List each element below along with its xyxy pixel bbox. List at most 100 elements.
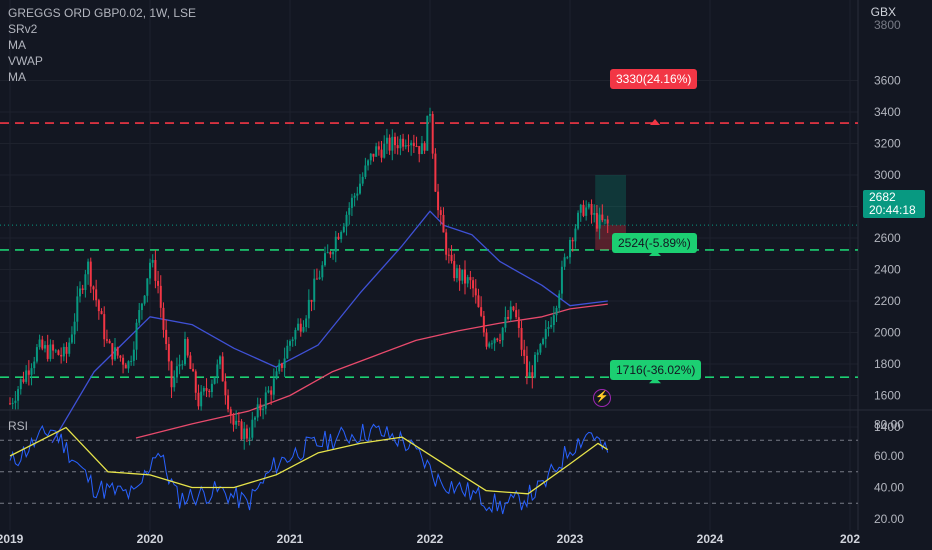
candle-body (189, 355, 192, 369)
candle-body (229, 409, 232, 416)
candle-body (523, 349, 526, 356)
candle-body (359, 183, 361, 194)
price-tick-label: 2600 (874, 231, 901, 245)
rsi-tick-label: 80.00 (874, 418, 904, 432)
candle-body (251, 419, 254, 438)
candle-body (571, 239, 574, 242)
candle-body (305, 318, 308, 328)
indicator-ma-2[interactable]: MA (8, 70, 26, 84)
candle-body (345, 214, 348, 227)
candle-body (353, 195, 356, 198)
candle-body (423, 143, 426, 151)
candle-body (407, 145, 410, 147)
support-level-2-label[interactable]: 1716(-36.02%) (610, 360, 702, 380)
candle-body (17, 389, 20, 401)
candle-body (342, 226, 345, 233)
candle-body (30, 368, 33, 375)
candle-body (130, 360, 133, 362)
candle-body (124, 364, 127, 369)
lightning-icon[interactable]: ⚡ (593, 389, 611, 407)
candle-body (493, 338, 496, 344)
candle-body (79, 288, 81, 297)
candle-body (590, 204, 593, 215)
candle-body (278, 363, 281, 372)
time-tick-label: 2021 (277, 532, 304, 546)
candle-body (531, 372, 534, 378)
candle-body (143, 295, 146, 304)
candle-body (84, 274, 87, 291)
resistance-level-label[interactable]: 3330(24.16%) (610, 69, 698, 89)
candle-body (57, 350, 60, 355)
candle-body (157, 280, 160, 286)
candle-body (14, 400, 17, 403)
candle-body (167, 344, 170, 362)
candle-body (369, 153, 372, 161)
candle-body (563, 257, 566, 267)
candle-body (103, 314, 106, 340)
candle-body (394, 136, 396, 146)
candle-body (132, 349, 135, 361)
candle-body (539, 343, 542, 353)
candle-body (504, 316, 507, 328)
candle-body (606, 219, 609, 224)
candle-body (41, 339, 44, 349)
indicator-ma-1[interactable]: MA (8, 38, 26, 52)
candle-body (173, 377, 176, 388)
rsi-pane-label[interactable]: RSI (8, 419, 29, 433)
rsi-tick-label: 40.00 (874, 481, 904, 495)
candle-body (528, 372, 531, 377)
rsi-line (9, 423, 609, 515)
candle-body (534, 354, 536, 378)
candle-body (68, 342, 71, 354)
candle-body (326, 252, 329, 254)
candle-body (270, 390, 273, 395)
candle-body (383, 143, 386, 158)
candle-body (114, 347, 116, 360)
candle-body (280, 363, 283, 368)
candle-body (507, 316, 510, 319)
indicator-srv2[interactable]: SRv2 (8, 22, 38, 36)
candle-body (434, 153, 437, 192)
candle-body (146, 278, 149, 296)
candle-body (544, 329, 547, 339)
candle-body (87, 261, 90, 275)
candle-body (410, 142, 413, 146)
candle-body (558, 293, 561, 308)
candle-body (525, 355, 528, 377)
candle-body (194, 371, 197, 393)
candle-body (318, 277, 321, 280)
level-arrow (650, 119, 660, 126)
candle-body (585, 207, 588, 216)
support-level-1-label[interactable]: 2524(-5.89%) (612, 233, 697, 253)
price-tick-label: 3000 (874, 168, 901, 182)
candle-body (412, 142, 415, 146)
candle-body (490, 343, 493, 345)
candle-body (324, 253, 326, 266)
candle-body (385, 137, 388, 144)
candle-body (210, 383, 213, 393)
candle-body (240, 421, 243, 440)
candle-body (340, 232, 343, 240)
candle-body (243, 428, 246, 440)
price-tick-label: 1400 (874, 420, 901, 434)
candle-body (485, 332, 488, 347)
candle-body (560, 266, 563, 294)
candle-body (555, 307, 558, 316)
last-price-tag: 2682 20:44:18 (863, 190, 925, 218)
candle-body (587, 204, 590, 208)
candle-body (472, 280, 475, 289)
price-tick-label: 2200 (874, 294, 901, 308)
candle-body (181, 364, 184, 366)
candle-body (35, 347, 38, 362)
candle-body (512, 306, 515, 311)
candle-body (402, 138, 405, 147)
symbol-title[interactable]: GREGGS ORD GBP0.02, 1W, LSE (8, 6, 197, 20)
candle-body (375, 146, 378, 157)
candle-body (119, 355, 122, 358)
candle-body (149, 262, 151, 279)
candle-body (334, 236, 337, 252)
candle-body (337, 236, 340, 240)
indicator-vwap[interactable]: VWAP (8, 54, 43, 68)
candle-body (232, 415, 235, 425)
